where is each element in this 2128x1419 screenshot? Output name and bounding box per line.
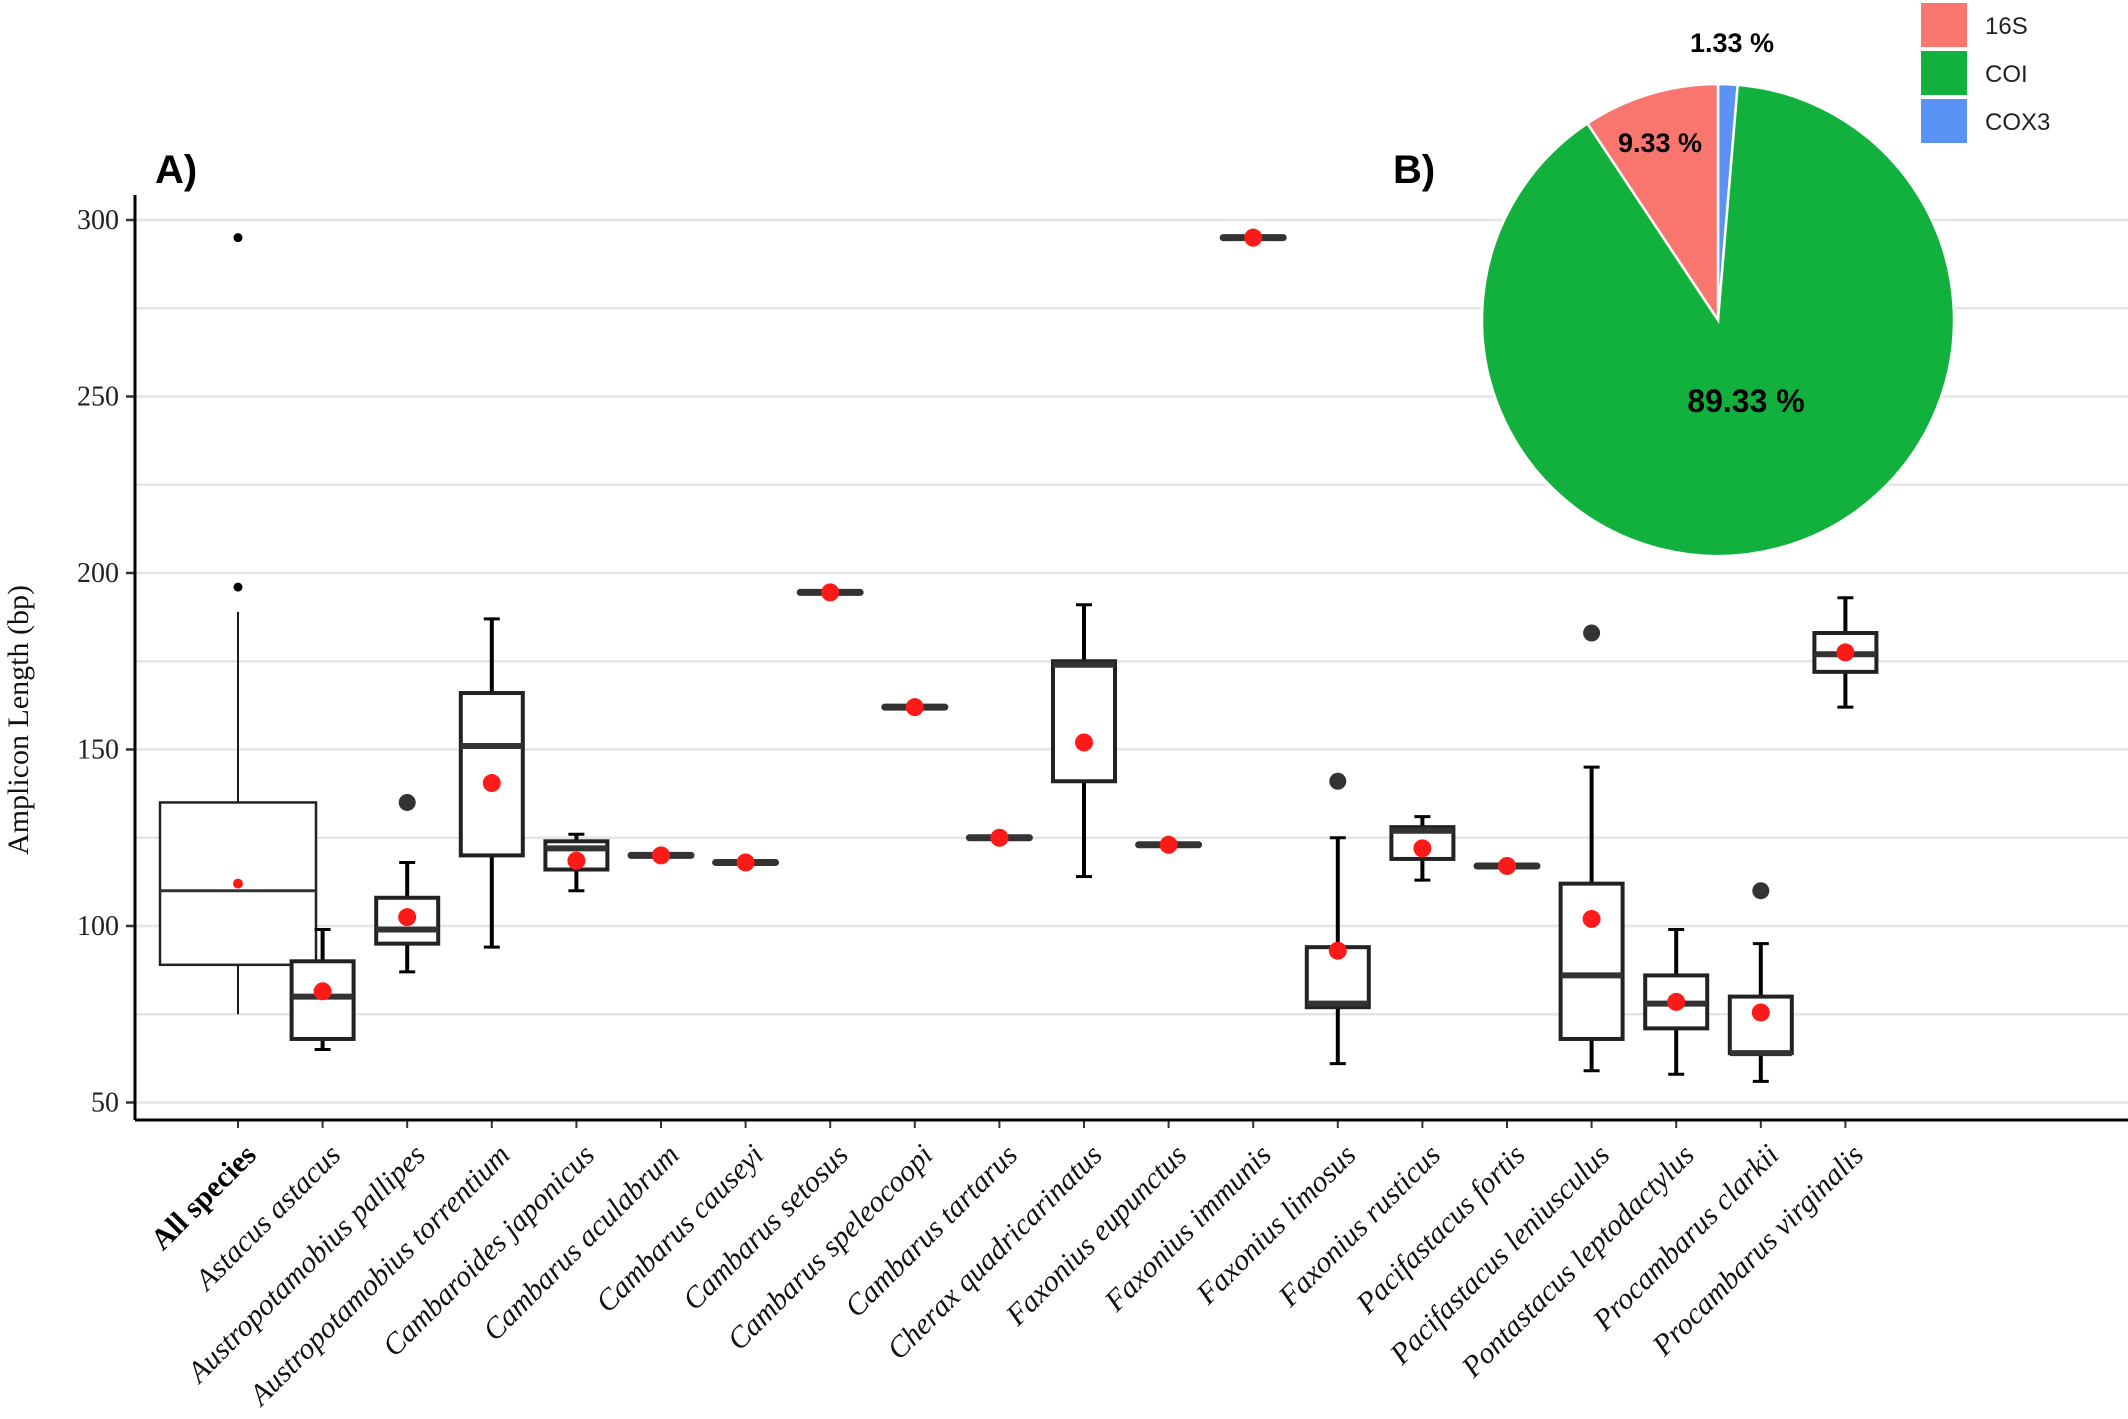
outlier-point <box>1583 624 1601 642</box>
outlier-point <box>233 233 243 243</box>
mean-point <box>313 982 332 1001</box>
y-tick-label: 200 <box>77 558 119 589</box>
box-9 <box>881 698 949 717</box>
mean-point <box>233 878 243 889</box>
legend-label-16s: 16S <box>1985 13 2028 40</box>
pie-legend: 16S COI COX3 <box>1921 3 2050 143</box>
legend-swatch-cox3 <box>1921 99 1967 143</box>
box-15 <box>1389 815 1456 882</box>
legend-swatch-16s <box>1921 3 1967 47</box>
y-tick-label: 300 <box>77 205 119 236</box>
box-1 <box>158 233 318 1015</box>
pie-label-coi: 89.33 % <box>1687 383 1804 419</box>
mean-point <box>1075 733 1093 752</box>
legend-label-coi: COI <box>1985 61 2028 88</box>
box-17 <box>1558 624 1625 1073</box>
outlier-point <box>398 793 416 811</box>
y-tick-label: 50 <box>91 1088 119 1119</box>
panel-b-label: B) <box>1393 148 1435 192</box>
box-4 <box>458 617 525 949</box>
outlier-point <box>1329 772 1347 790</box>
box-14 <box>1304 772 1371 1066</box>
y-tick-label: 100 <box>77 911 119 942</box>
box-8 <box>796 583 864 602</box>
box-20 <box>1812 596 1879 709</box>
outlier-point <box>233 582 243 592</box>
box-10 <box>965 828 1033 847</box>
pie-chart: 9.33 % 89.33 % 1.33 % <box>1480 28 1956 558</box>
x-tick-label: Astacus astacus <box>188 1138 348 1298</box>
mean-point <box>1328 941 1347 960</box>
box-plot <box>158 228 1879 1083</box>
mean-point <box>736 853 755 872</box>
pie-label-16s: 9.33 % <box>1618 128 1702 158</box>
mean-point <box>1751 1003 1770 1022</box>
box-6 <box>627 846 695 865</box>
mean-point <box>990 828 1009 847</box>
box-19 <box>1727 882 1794 1083</box>
mean-point <box>905 698 924 717</box>
y-axis: 50 100 150 200 250 300 <box>77 205 135 1119</box>
box-18 <box>1643 928 1710 1076</box>
box-7 <box>712 853 780 872</box>
box-16 <box>1473 856 1541 875</box>
box-11 <box>1051 603 1117 879</box>
mean-point <box>1244 228 1263 247</box>
mean-point <box>652 846 670 865</box>
mean-point <box>1667 992 1686 1011</box>
legend-swatch-coi <box>1921 51 1967 95</box>
box-13 <box>1219 228 1287 247</box>
box-2 <box>289 928 356 1052</box>
mean-point <box>567 851 586 870</box>
mean-point <box>1413 839 1432 858</box>
iqr-box <box>1051 659 1117 784</box>
pie-slice-16s <box>1585 82 1720 325</box>
y-axis-label: Amplicon Length (bp) <box>2 585 35 855</box>
legend-label-cox3: COX3 <box>1985 109 2050 136</box>
outlier-point <box>1752 882 1770 900</box>
mean-point <box>1159 835 1178 854</box>
y-tick-label: 250 <box>77 382 119 413</box>
box-5 <box>543 832 610 893</box>
y-tick-label: 150 <box>77 735 119 766</box>
panel-a-label: A) <box>155 148 197 192</box>
pie-label-cox3: 1.33 % <box>1690 28 1774 58</box>
mean-point <box>1836 643 1855 662</box>
iqr-box <box>1558 881 1625 1041</box>
mean-point <box>482 774 501 793</box>
mean-point <box>821 583 840 602</box>
mean-point <box>1498 856 1516 875</box>
mean-point <box>398 908 417 927</box>
box-12 <box>1135 835 1203 854</box>
box-3 <box>374 793 441 974</box>
mean-point <box>1582 909 1601 928</box>
